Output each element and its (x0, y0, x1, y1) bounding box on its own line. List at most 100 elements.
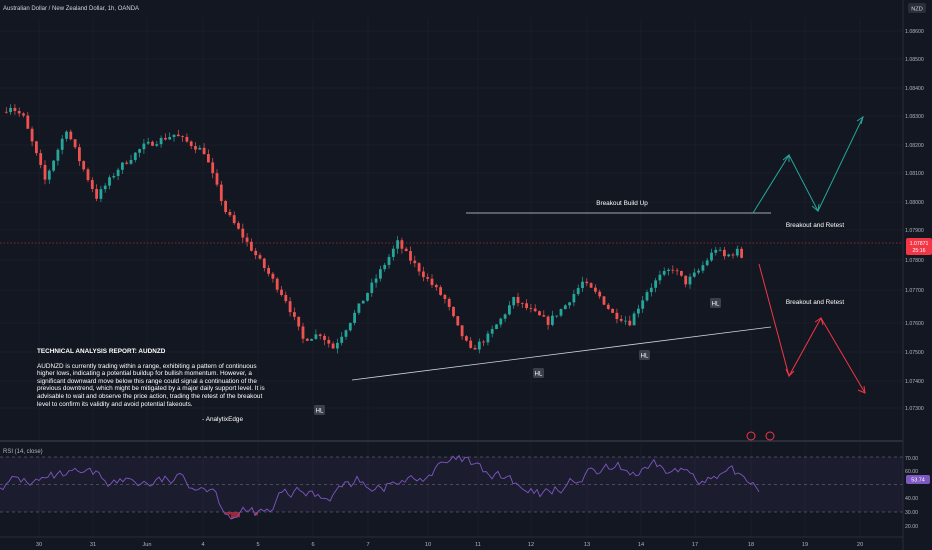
candle-body (202, 147, 206, 155)
bearish-projection-path[interactable] (758, 263, 866, 394)
hl-label-box (314, 405, 325, 415)
price-tick-label: 1.08600 (905, 29, 924, 35)
candle-body (632, 313, 636, 326)
rsi-oversold-fill (225, 512, 258, 519)
candle-body (606, 304, 610, 309)
time-tick-label: 4 (201, 542, 204, 548)
rising-support-line[interactable] (351, 326, 772, 381)
candle-body (17, 111, 21, 114)
time-tick-label: 30 (36, 542, 42, 548)
time-tick-label: 5 (256, 542, 259, 548)
candle-body (22, 113, 25, 116)
candle-body (112, 175, 116, 178)
candle-body (727, 254, 731, 257)
candle-body (731, 254, 735, 256)
bullish-projection-path[interactable] (752, 116, 864, 214)
price-tick-label: 1.07600 (905, 321, 924, 327)
candle-body (460, 325, 464, 337)
candle-body (404, 248, 408, 252)
candle-body (718, 249, 722, 251)
candle-body (649, 287, 653, 293)
candle-body (568, 302, 571, 306)
time-tick-label: 12 (528, 542, 534, 548)
candle-body (671, 269, 675, 271)
candle-body (262, 258, 266, 268)
report-signature: - AnalytixEdge (202, 416, 243, 424)
candle-body (95, 188, 98, 199)
candle-body (585, 281, 589, 284)
bearish-arrow-head-icon (785, 368, 795, 377)
candle-body (619, 318, 623, 321)
economic-event-icon[interactable] (746, 431, 756, 441)
bearish-arrow-head-icon (857, 385, 866, 394)
candle-body (133, 152, 137, 160)
symbol-title[interactable]: Australian Dollar / New Zealand Dollar, … (3, 6, 139, 12)
price-tick-label: 1.07800 (905, 258, 924, 264)
candle-body (129, 159, 133, 164)
candle-body (194, 146, 197, 150)
candle-body (624, 320, 627, 322)
candle-body (155, 144, 159, 146)
candle-body (409, 251, 412, 261)
candle-body (662, 270, 666, 275)
candle-body (551, 315, 554, 325)
candle-body (516, 296, 520, 303)
hl-labels: HL HL HL HL (314, 298, 721, 415)
candle-body (237, 223, 240, 229)
candle-body (288, 301, 292, 313)
candle-body (164, 137, 167, 140)
price-tick-label: 1.07900 (905, 228, 924, 234)
candle-body (26, 115, 30, 129)
candle-body (340, 336, 344, 343)
candle-body (486, 333, 490, 343)
candle-body (443, 294, 447, 299)
price-axis[interactable] (903, 0, 932, 550)
candle-body (512, 296, 516, 306)
currency-badge[interactable] (908, 3, 926, 13)
candle-body (508, 305, 511, 315)
candle-body (86, 169, 90, 181)
candle-body (598, 291, 602, 297)
time-tick-label: 31 (90, 542, 96, 548)
candle-body (353, 312, 356, 323)
candle-body (447, 298, 451, 307)
time-axis-ticks[interactable]: 30 31 Jun 4 5 6 7 10 11 12 13 14 17 18 19 20 (36, 542, 863, 548)
candle-body (4, 111, 8, 113)
time-tick-label: Jun (142, 542, 151, 548)
candle-body (90, 180, 94, 189)
event-icons[interactable] (746, 431, 775, 441)
drawings (351, 115, 866, 394)
candle-body (563, 305, 567, 310)
candle-body (740, 248, 743, 258)
candle-body (439, 287, 442, 295)
candle-body (305, 338, 309, 341)
candle-body (680, 270, 683, 276)
candle-body (99, 189, 103, 199)
candle-body (456, 316, 460, 326)
candle-body (224, 200, 227, 212)
candle-body (387, 256, 391, 265)
price-tick-label: 1.07300 (905, 406, 924, 412)
price-tick-label: 1.07500 (905, 350, 924, 356)
economic-event-icon[interactable] (765, 431, 775, 441)
price-tick-label: 1.08400 (905, 86, 924, 92)
rsi-tick-label: 40.00 (905, 496, 918, 502)
candle-body (417, 263, 421, 272)
candle-body (499, 318, 503, 325)
price-countdown: 25:16 (913, 248, 926, 254)
rsi-indicator-label[interactable]: RSI (14, close) (3, 449, 43, 455)
analysis-report: TECHNICAL ANALYSIS REPORT: AUDNZD AUDNZD… (37, 348, 269, 424)
candle-body (267, 267, 270, 274)
candle-body (73, 139, 77, 148)
candle-body (559, 309, 563, 316)
candle-body (675, 270, 679, 272)
candle-body (146, 141, 150, 144)
candle-body (723, 249, 726, 257)
candle-body (116, 169, 120, 176)
candle-body (503, 314, 507, 319)
bullish-arrow-head-icon (856, 115, 864, 125)
candle-body (56, 149, 60, 161)
time-tick-label: 7 (366, 542, 369, 548)
candle-body (701, 265, 705, 271)
